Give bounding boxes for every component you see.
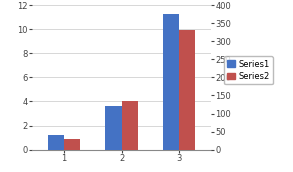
Bar [48, 135, 64, 150]
Bar [64, 139, 80, 150]
Bar [179, 30, 195, 150]
Bar [163, 14, 179, 150]
Bar [105, 106, 122, 150]
Legend: Series1, Series2: Series1, Series2 [224, 56, 273, 84]
Bar [122, 101, 138, 150]
